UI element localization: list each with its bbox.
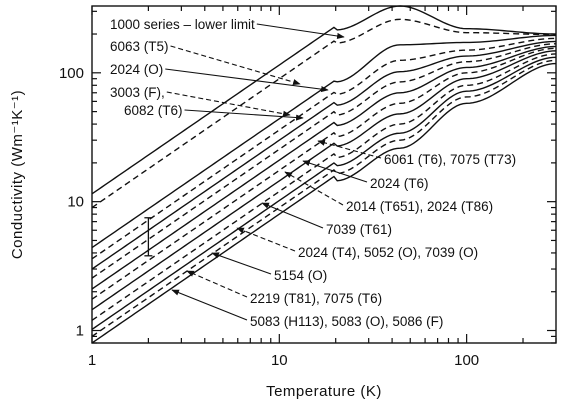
annotation: 1000 series – lower limit: [110, 17, 345, 40]
annotation-label: 1000 series – lower limit: [110, 17, 255, 32]
annotation-arrow: [165, 68, 329, 93]
annotation-label: 6063 (T5): [110, 39, 169, 54]
y-axis-label: Conductivity (Wm⁻¹K⁻¹): [9, 90, 26, 259]
annotation-arrow: [171, 289, 248, 321]
x-tick-label: 10: [271, 352, 288, 369]
y-tick-label: 10: [67, 194, 84, 211]
annotation-arrow: [186, 270, 248, 298]
annotation: 2024 (T4), 5052 (O), 7039 (O): [236, 227, 478, 260]
annotation-label: 6061 (T6), 7075 (T73): [384, 152, 516, 167]
annotation-arrow: [256, 23, 345, 40]
annotation: 2014 (T651), 2024 (T86): [284, 171, 493, 214]
annotation: 5083 (H113), 5083 (O), 5086 (F): [171, 289, 443, 329]
annotation-arrow: [284, 171, 344, 206]
series-line: [91, 56, 557, 330]
annotation-label: 2024 (T4), 5052 (O), 7039 (O): [298, 245, 478, 260]
series-line: [91, 59, 557, 337]
annotation-label: 5083 (H113), 5083 (O), 5086 (F): [250, 314, 443, 329]
y-tick-label: 100: [59, 65, 84, 82]
plot-frame: [91, 5, 557, 344]
series-line: [91, 43, 557, 279]
annotation-label: 7039 (T61): [326, 222, 392, 237]
annotation-label: 5154 (O): [274, 268, 327, 283]
annotation-arrow: [211, 252, 272, 275]
annotations: 1000 series – lower limit 6063 (T5) 2024 (…: [110, 17, 516, 329]
y-tick-label: 1: [76, 323, 84, 340]
annotation-arrow: [166, 91, 291, 117]
annotation: 2024 (T6): [302, 160, 429, 191]
annotation: 2219 (T81), 7075 (T6): [186, 270, 382, 306]
annotation-label: 2024 (O): [110, 62, 163, 77]
axes: 1 10 100 1 10 100: [59, 5, 557, 369]
annotation: 6061 (T6), 7075 (T73): [317, 139, 516, 167]
annotation-arrow: [261, 202, 324, 229]
annotation: 6082 (T6): [124, 103, 304, 121]
annotation-label: 6082 (T6): [124, 103, 183, 118]
series-line: [91, 53, 557, 321]
x-tick-label: 100: [454, 352, 479, 369]
annotation-arrow: [170, 45, 301, 86]
annotation-arrow: [184, 109, 304, 121]
series-line: [91, 47, 557, 300]
annotation-label: 3003 (F),: [110, 85, 165, 100]
annotation-arrow: [302, 160, 368, 183]
annotation: 2024 (O): [110, 62, 329, 93]
series-line: [91, 50, 557, 311]
annotation: 5154 (O): [211, 252, 327, 283]
annotation: 3003 (F),: [110, 85, 291, 117]
series-line: [91, 62, 557, 344]
error-bar: [144, 217, 153, 257]
x-tick-label: 1: [88, 352, 96, 369]
annotation-label: 2024 (T6): [370, 176, 429, 191]
annotation-label: 2014 (T651), 2024 (T86): [346, 199, 493, 214]
annotation-arrow: [236, 227, 296, 252]
annotation: 6063 (T5): [110, 39, 301, 86]
annotation: 7039 (T61): [261, 202, 392, 237]
series-line: [91, 40, 557, 270]
series-line: [91, 18, 557, 209]
series-line: [91, 37, 557, 260]
series-line: [91, 45, 557, 290]
annotation-label: 2219 (T81), 7075 (T6): [250, 291, 382, 306]
series-curves: [91, 5, 557, 344]
annotation-arrow: [317, 139, 382, 159]
x-axis-label: Temperature (K): [266, 383, 382, 400]
